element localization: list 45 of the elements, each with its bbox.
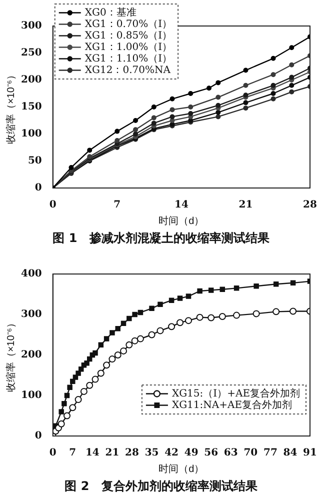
x-tick-label: 42 — [164, 448, 179, 459]
x-tick-label: 77 — [263, 448, 278, 459]
x-tick-label: 7 — [114, 200, 121, 211]
x-axis-title: 时间（d） — [158, 462, 204, 475]
legend-label: XG0：基准 — [84, 6, 136, 18]
legend-label: XG1：1.00%（I） — [84, 42, 172, 53]
x-axis-title: 时间（d） — [158, 214, 204, 227]
y-tick-label: 0 — [34, 182, 42, 194]
x-tick-label: 0 — [49, 448, 56, 459]
y-tick-label: 100 — [21, 390, 42, 402]
y-tick-label: 300 — [21, 20, 42, 32]
text: 图 2 复合外加剂的收缩率测试结果 — [64, 478, 258, 495]
x-tick-label: 63 — [224, 448, 238, 459]
x-tick-label: 84 — [283, 448, 298, 459]
y-tick-label: 250 — [21, 48, 42, 59]
legend-label: XG11:NA+AE复合外加剂 — [172, 398, 292, 411]
x-tick-label: 91 — [303, 448, 317, 459]
y-axis-title: 收缩率（×10⁻⁶） — [4, 318, 17, 392]
y-tick-label: 400 — [21, 268, 42, 280]
legend-label: XG1：1.10%（I） — [84, 53, 172, 64]
y-tick-label: 0 — [34, 430, 42, 442]
y-tick-label: 200 — [21, 74, 42, 86]
legend-label: XG15:（I）+AE复合外加剂 — [172, 387, 300, 400]
y-tick-label: 200 — [21, 350, 42, 361]
legend-label: XG1：0.70%（I） — [84, 18, 172, 30]
x-tick-label: 21 — [238, 200, 253, 211]
x-tick-label: 28 — [303, 200, 317, 211]
y-tick-label: 300 — [21, 309, 42, 320]
x-tick-label: 28 — [125, 448, 139, 459]
x-tick-label: 14 — [174, 200, 188, 211]
x-tick-label: 35 — [144, 448, 159, 459]
text: 图 1 掺减水剂混凝土的收缩率测试结果 — [52, 230, 270, 247]
y-axis-title: 收缩率（×10⁻⁶） — [4, 70, 17, 144]
x-tick-label: 56 — [204, 448, 218, 459]
y-tick-label: 150 — [21, 102, 42, 113]
x-tick-label: 0 — [49, 200, 56, 211]
x-tick-label: 49 — [184, 448, 198, 459]
x-tick-label: 7 — [69, 448, 76, 459]
x-tick-label: 21 — [105, 448, 120, 459]
x-tick-label: 70 — [244, 448, 258, 459]
legend-label: XG1：0.85%（I） — [84, 30, 172, 42]
x-tick-label: 14 — [85, 448, 100, 459]
y-tick-label: 50 — [28, 156, 42, 167]
legend-label: XG12：0.70%NA — [84, 64, 172, 76]
y-tick-label: 100 — [21, 128, 42, 140]
